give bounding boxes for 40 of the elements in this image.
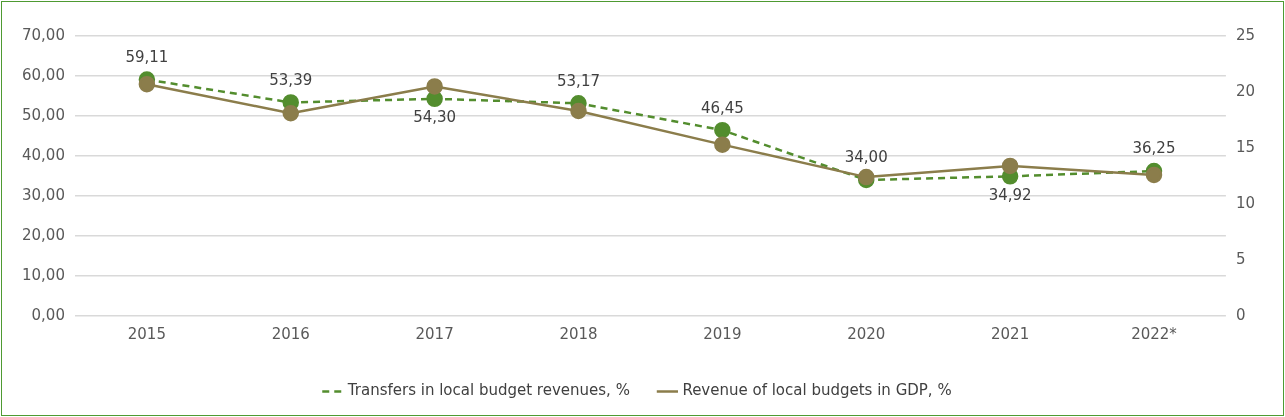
data-label: 34,00 xyxy=(844,148,888,167)
point xyxy=(138,75,156,93)
x-tick-label: 2022* xyxy=(1131,324,1178,343)
data-label: 46,45 xyxy=(700,98,744,117)
point xyxy=(570,102,587,120)
data-label: 34,92 xyxy=(988,185,1032,204)
data-label: 54,30 xyxy=(413,108,457,127)
y2-tick-label: 0 xyxy=(1235,305,1246,324)
data-label: 53,17 xyxy=(557,71,600,90)
x-tick-label: 2021 xyxy=(991,324,1030,343)
y-tick-label: 10,00 xyxy=(21,265,65,284)
x-tick-label: 2019 xyxy=(703,324,742,343)
y2-tick-label: 15 xyxy=(1235,137,1256,156)
y-tick-label: 0,00 xyxy=(31,305,65,324)
point xyxy=(714,121,731,139)
y-tick-label: 40,00 xyxy=(21,145,65,164)
y2-tick-label: 25 xyxy=(1235,25,1256,44)
y-tick-label: 30,00 xyxy=(21,185,65,204)
x-tick-label: 2018 xyxy=(559,324,598,343)
data-label: 53,39 xyxy=(269,70,313,89)
y2-tick-label: 5 xyxy=(1235,249,1246,268)
data-label: 36,25 xyxy=(1132,139,1176,158)
point xyxy=(282,105,299,122)
point xyxy=(1001,157,1019,175)
y-tick-label: 20,00 xyxy=(21,225,65,244)
x-tick-label: 2015 xyxy=(127,324,166,343)
point xyxy=(714,136,731,153)
data-label: 59,11 xyxy=(125,47,169,66)
x-tick-label: 2016 xyxy=(271,324,310,343)
y-tick-label: 60,00 xyxy=(21,65,65,84)
legend-label: Revenue of local budgets in GDP, % xyxy=(682,381,952,400)
x-tick-label: 2020 xyxy=(847,324,886,343)
y2-tick-label: 20 xyxy=(1235,81,1256,100)
point xyxy=(426,78,443,95)
y-tick-label: 70,00 xyxy=(21,25,65,44)
legend-label: Transfers in local budget revenues, % xyxy=(346,381,630,400)
y2-tick-label: 10 xyxy=(1235,193,1256,212)
y-tick-label: 50,00 xyxy=(21,105,65,124)
point xyxy=(1145,166,1163,184)
x-tick-label: 2017 xyxy=(415,324,454,343)
